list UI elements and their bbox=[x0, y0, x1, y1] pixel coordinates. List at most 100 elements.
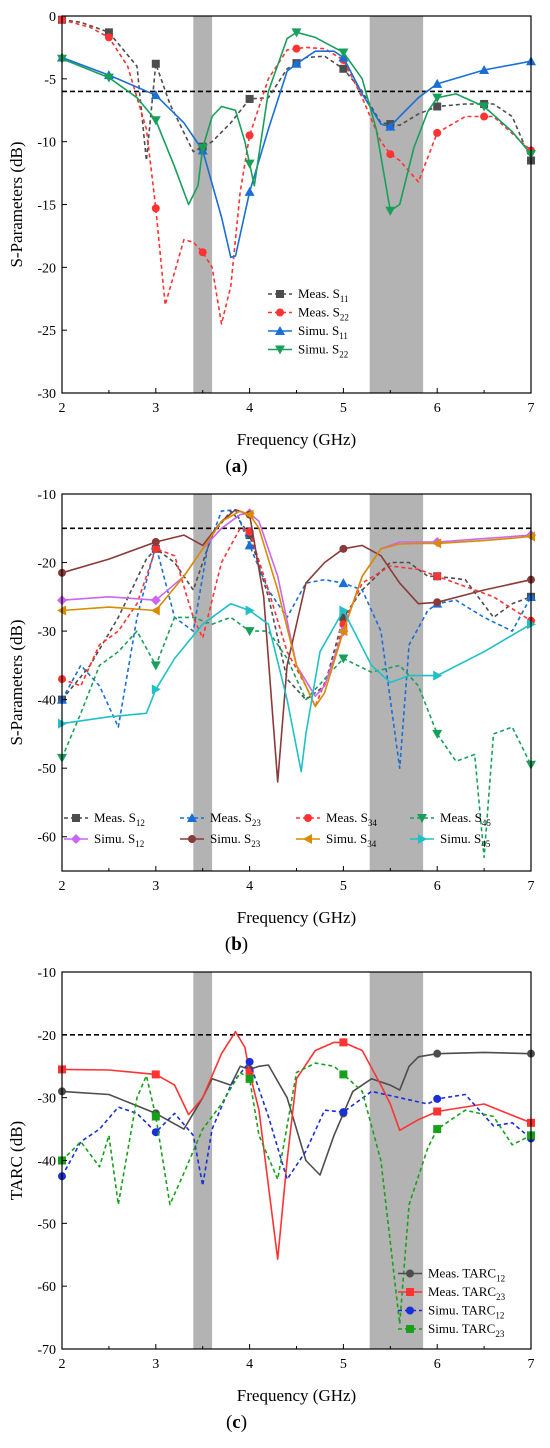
legend-label-subscript: 12 bbox=[135, 839, 144, 849]
legend-label-main: Simu. S bbox=[298, 342, 339, 357]
panel-label-close: ) bbox=[242, 934, 248, 955]
data-point bbox=[338, 578, 349, 588]
legend-label: Meas. S23 bbox=[210, 810, 261, 828]
legend-label: Simu. S12 bbox=[94, 831, 144, 849]
legend-label-subscript: 11 bbox=[340, 294, 349, 304]
data-point bbox=[245, 1074, 254, 1083]
legend-entry: Simu. S11 bbox=[268, 323, 348, 341]
series-line bbox=[61, 19, 532, 162]
legend-label-main: Meas. S bbox=[210, 810, 252, 825]
legend-label-main: Simu. TARC bbox=[428, 1303, 495, 1318]
panel-label-close: ) bbox=[241, 1412, 247, 1433]
data-point bbox=[245, 131, 254, 140]
y-axis-title: S-Parameters (dB) bbox=[7, 619, 26, 745]
series-line bbox=[61, 616, 532, 859]
data-point bbox=[433, 572, 442, 581]
data-point bbox=[244, 159, 255, 169]
data-point bbox=[385, 121, 396, 131]
series-meass23 bbox=[57, 509, 536, 769]
x-tick-label: 2 bbox=[59, 1357, 66, 1372]
legend-marker bbox=[304, 814, 312, 822]
data-point bbox=[292, 44, 301, 53]
data-point bbox=[433, 1125, 442, 1134]
plot-frame bbox=[61, 15, 532, 394]
data-point bbox=[479, 65, 490, 75]
data-point bbox=[339, 1108, 348, 1117]
data-point bbox=[104, 33, 113, 42]
x-tick-label: 6 bbox=[434, 401, 441, 416]
data-point bbox=[245, 1068, 254, 1077]
series-line bbox=[61, 510, 532, 708]
series-line bbox=[61, 1062, 532, 1325]
legend-marker bbox=[72, 814, 80, 822]
series-simus12 bbox=[57, 508, 536, 697]
legend-label-main: Simu. TARC bbox=[428, 1321, 495, 1336]
data-point bbox=[244, 627, 255, 637]
data-point bbox=[151, 1112, 160, 1121]
data-point bbox=[433, 598, 442, 607]
data-point bbox=[244, 509, 254, 520]
y-tick-label: 0 bbox=[49, 10, 56, 25]
legend-marker bbox=[406, 1288, 414, 1296]
data-point bbox=[339, 1038, 348, 1047]
legend-label-main: Simu. S bbox=[326, 831, 367, 846]
y-tick-label: -30 bbox=[37, 625, 56, 640]
legend-label: Meas. S45 bbox=[440, 810, 491, 828]
data-point bbox=[291, 28, 302, 38]
legend-label: Simu. S34 bbox=[326, 831, 377, 849]
panel-label-close: ) bbox=[241, 456, 247, 477]
legend-label: Meas. S34 bbox=[326, 810, 377, 828]
series-line bbox=[61, 512, 532, 697]
x-tick-label: 5 bbox=[340, 879, 347, 894]
legend-entry: Simu. TARC12 bbox=[398, 1303, 504, 1321]
series-line bbox=[61, 31, 532, 212]
data-point bbox=[150, 116, 161, 126]
series-simus11 bbox=[57, 50, 536, 259]
legend-label-main: Simu. S bbox=[94, 831, 135, 846]
legend-label-main: Meas. TARC bbox=[428, 1284, 496, 1299]
x-axis-title: Frequency (GHz) bbox=[237, 908, 356, 927]
legend-entry: Meas. S12 bbox=[64, 810, 145, 828]
series-meass34 bbox=[58, 527, 535, 708]
shaded-band-1 bbox=[193, 494, 213, 871]
legend-entry: Simu. S45 bbox=[410, 831, 491, 849]
legend-entry: Meas. S34 bbox=[296, 810, 377, 828]
legend-label: Meas. TARC23 bbox=[428, 1284, 506, 1302]
x-tick-label: 7 bbox=[528, 1357, 535, 1372]
x-tick-label: 2 bbox=[59, 401, 66, 416]
legend-label-main: Meas. TARC bbox=[428, 1266, 496, 1281]
x-tick-label: 4 bbox=[246, 401, 253, 416]
x-tick-label: 3 bbox=[152, 1357, 159, 1372]
x-tick-label: 7 bbox=[528, 401, 535, 416]
data-point bbox=[339, 64, 348, 73]
data-point bbox=[339, 1070, 348, 1079]
data-point bbox=[244, 540, 255, 550]
series-line bbox=[61, 19, 532, 325]
legend-marker bbox=[188, 835, 196, 843]
series-meass45 bbox=[57, 616, 536, 859]
data-point bbox=[433, 1107, 442, 1116]
x-tick-label: 5 bbox=[340, 401, 347, 416]
legend-marker bbox=[417, 814, 427, 823]
data-point bbox=[150, 90, 161, 100]
data-point bbox=[244, 186, 255, 196]
data-point bbox=[151, 684, 161, 695]
data-point bbox=[338, 48, 349, 58]
y-tick-label: -60 bbox=[37, 1280, 56, 1295]
panel-a: 2 3 4 5 6 7 0 -5 -10 -15 -20 -25 -30 Frequency (GHz) S… bbox=[7, 10, 536, 477]
legend-marker bbox=[187, 813, 197, 822]
y-tick-label: -40 bbox=[37, 694, 56, 709]
legend-label-main: Simu. S bbox=[298, 323, 339, 338]
series-line bbox=[61, 527, 532, 708]
legend-label-subscript: 22 bbox=[339, 350, 348, 360]
data-point bbox=[480, 112, 489, 121]
legend-label: Simu. S22 bbox=[298, 342, 348, 360]
data-point bbox=[151, 59, 160, 68]
y-tick-label: -20 bbox=[37, 1029, 56, 1044]
series-line bbox=[61, 1051, 532, 1176]
data-point bbox=[150, 605, 160, 616]
y-tick-label: -5 bbox=[44, 73, 56, 88]
